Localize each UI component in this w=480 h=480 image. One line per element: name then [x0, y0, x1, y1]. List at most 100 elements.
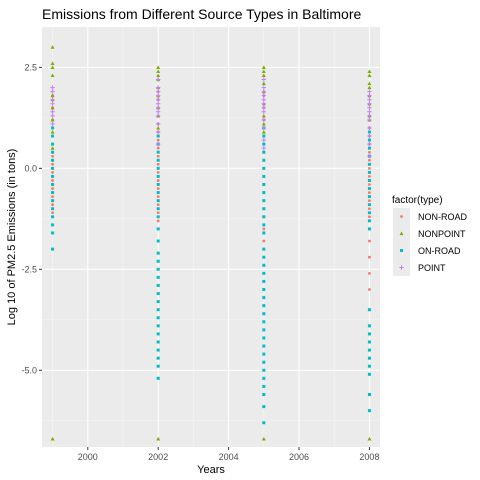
data-point [367, 364, 371, 368]
data-point [51, 211, 54, 215]
x-axis-title: Years [197, 464, 225, 476]
data-point [262, 360, 266, 364]
data-point [156, 356, 160, 360]
data-point [155, 105, 161, 110]
legend-item: ON-ROAD [393, 242, 461, 259]
data-point [51, 134, 55, 138]
data-point [50, 85, 55, 90]
data-point [367, 73, 372, 78]
data-point [50, 97, 55, 102]
data-point [262, 320, 266, 324]
data-point [51, 174, 55, 178]
data-point [367, 125, 372, 131]
data-point [367, 109, 372, 115]
data-point [261, 113, 266, 118]
data-point [368, 271, 371, 275]
data-point [156, 251, 160, 255]
data-point [262, 231, 266, 235]
data-point [367, 85, 372, 90]
data-point [262, 393, 266, 396]
legend-label: NONPOINT [418, 229, 466, 239]
data-point [262, 215, 266, 219]
data-point [156, 340, 160, 344]
data-point [261, 130, 266, 134]
data-point [367, 409, 371, 413]
data-point [367, 372, 371, 376]
data-point [261, 436, 266, 441]
y-tick-label: -2.5 [21, 264, 37, 274]
data-point [156, 69, 161, 74]
data-point [155, 141, 161, 147]
legend-items: NON-ROAD NONPOINT ON-ROAD POINT [393, 208, 467, 276]
y-tick-label: 0.0 [24, 163, 37, 173]
data-point [51, 126, 55, 130]
data-point [155, 89, 161, 94]
data-point [262, 227, 266, 231]
chart-title: Emissions from Different Source Types in… [42, 6, 361, 22]
data-point [156, 259, 160, 263]
data-point [51, 158, 55, 162]
data-point [261, 109, 267, 115]
data-point [156, 134, 160, 138]
data-point [156, 239, 160, 243]
y-tick-label: -5.0 [21, 365, 37, 375]
legend-item: POINT [393, 259, 446, 276]
data-point [262, 239, 266, 243]
data-point [156, 211, 160, 215]
legend-title: factor(type) [392, 195, 443, 206]
data-point [368, 150, 371, 154]
data-point [262, 223, 266, 227]
data-point [262, 207, 266, 211]
data-point [262, 296, 266, 300]
data-point [367, 69, 372, 74]
legend-label: ON-ROAD [418, 246, 461, 256]
data-point [262, 384, 266, 388]
data-point [368, 158, 371, 162]
data-point [261, 77, 267, 82]
data-point [367, 219, 371, 223]
data-point [155, 97, 161, 102]
data-point [367, 141, 372, 147]
data-point [51, 150, 55, 154]
data-point [155, 101, 161, 106]
data-point [367, 356, 371, 360]
legend-swatch [400, 249, 403, 252]
data-point [367, 170, 371, 174]
data-point [51, 207, 55, 211]
data-point [261, 85, 267, 90]
data-point [155, 109, 161, 115]
data-point [156, 219, 160, 223]
data-point [261, 137, 267, 143]
data-point [261, 101, 267, 106]
data-point [262, 405, 266, 409]
data-point [50, 130, 55, 134]
data-point [51, 231, 55, 235]
data-point [261, 117, 267, 123]
data-point [51, 162, 54, 166]
data-point [261, 81, 266, 86]
data-point [368, 191, 371, 194]
data-point [367, 93, 372, 98]
data-point [156, 191, 160, 195]
legend: factor(type) NON-ROAD NONPOINT ON-ROAD POIN… [392, 195, 467, 276]
data-point [368, 255, 371, 259]
data-point [51, 187, 54, 190]
data-point [51, 183, 55, 186]
legend-swatch [399, 265, 404, 270]
data-point [367, 154, 372, 159]
data-point [367, 138, 371, 142]
data-point [367, 340, 371, 344]
data-point [367, 105, 372, 110]
data-point [262, 328, 266, 332]
data-point [368, 175, 371, 178]
data-point [367, 203, 371, 207]
data-point [156, 174, 160, 178]
data-point [51, 195, 54, 199]
data-point [156, 73, 161, 78]
data-point [262, 288, 266, 291]
data-point [156, 308, 160, 312]
data-point [156, 300, 160, 304]
data-point [156, 170, 160, 174]
data-point [50, 105, 55, 110]
